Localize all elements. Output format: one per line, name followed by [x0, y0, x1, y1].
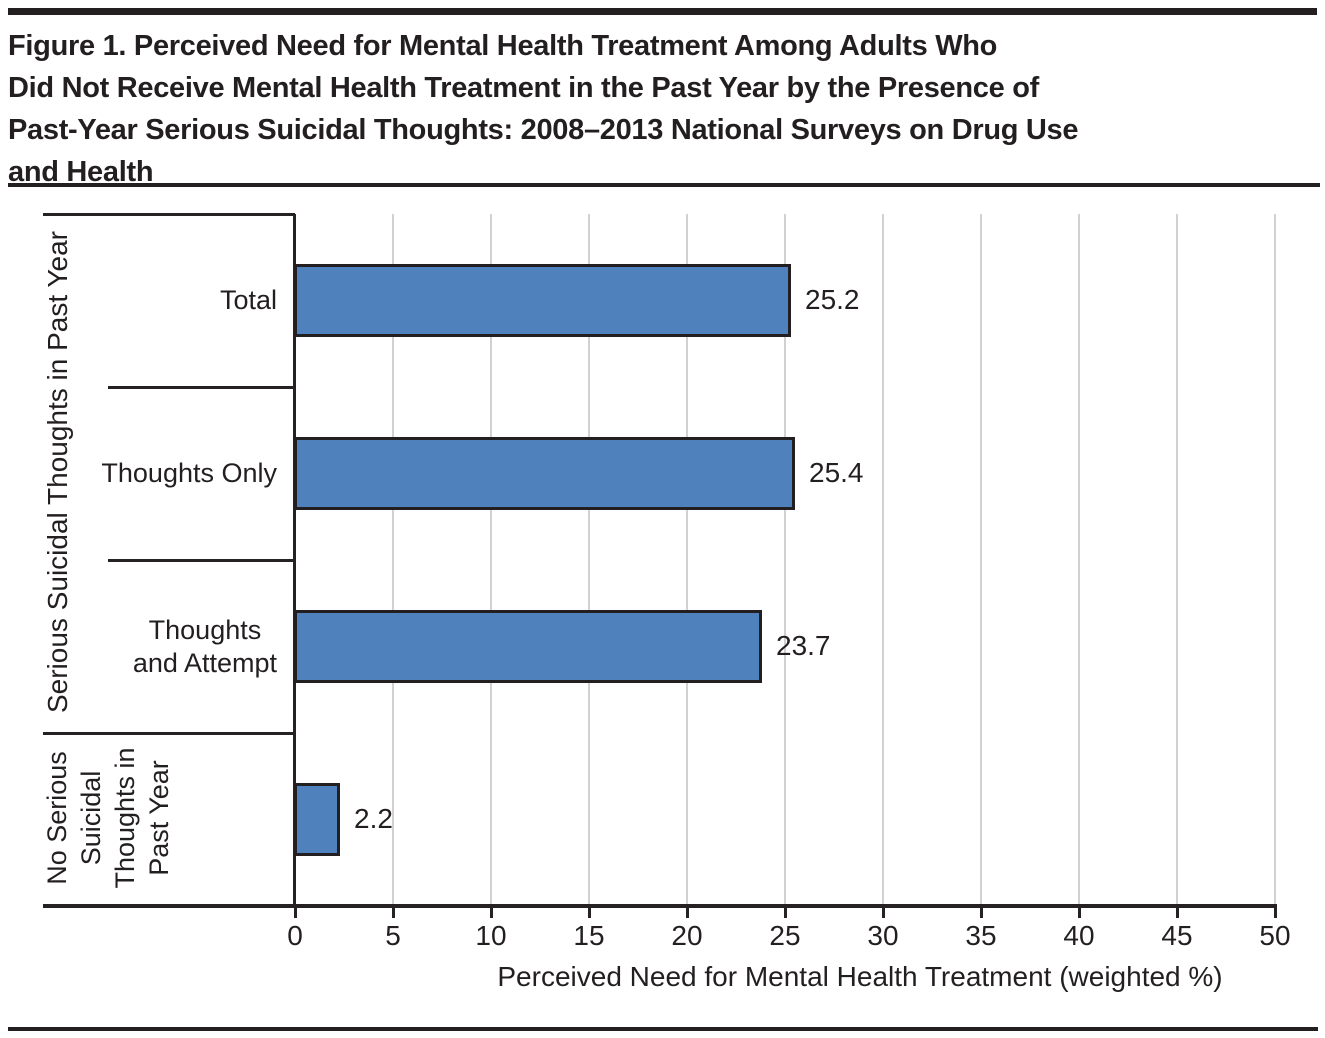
- x-tick-mark: [392, 904, 395, 918]
- x-tick-mark: [490, 904, 493, 918]
- title-line: Past-Year Serious Suicidal Thoughts: 200…: [8, 114, 1079, 146]
- title-line: and Health: [8, 156, 154, 188]
- x-tick-mark: [1274, 904, 1277, 918]
- x-tick-mark: [686, 904, 689, 918]
- x-axis-line: [43, 904, 1277, 908]
- category-label: Thoughts and Attempt: [133, 614, 277, 680]
- bar-value-label: 25.2: [805, 284, 860, 315]
- category-tick: [108, 386, 295, 389]
- x-tick-mark: [1078, 904, 1081, 918]
- gridline: [784, 214, 786, 906]
- bar[interactable]: [294, 610, 762, 683]
- x-tick-label: 45: [1161, 920, 1193, 951]
- bar[interactable]: [294, 437, 795, 510]
- x-tick-mark: [588, 904, 591, 918]
- gridline: [490, 214, 492, 906]
- x-tick-label: 35: [965, 920, 997, 951]
- bar-value-label: 2.2: [354, 803, 393, 834]
- y-group-label-line: No Serious: [42, 751, 72, 885]
- x-tick-label: 5: [385, 920, 401, 951]
- gridline: [1176, 214, 1178, 906]
- gridline: [980, 214, 982, 906]
- gridline: [392, 214, 394, 906]
- category-label: Thoughts Only: [101, 457, 277, 490]
- group-tick: [43, 213, 295, 216]
- bar[interactable]: [294, 783, 340, 856]
- x-tick-label: 25: [769, 920, 801, 951]
- x-tick-mark: [294, 904, 297, 918]
- category-label-line: and Attempt: [132, 647, 277, 678]
- x-tick-label: 40: [1063, 920, 1095, 951]
- bar-value-label: 25.4: [809, 457, 864, 488]
- category-label-line: Thoughts: [148, 614, 262, 645]
- x-tick-label: 20: [671, 920, 703, 951]
- category-tick: [108, 559, 295, 562]
- group-tick: [43, 732, 295, 735]
- x-axis-title: Perceived Need for Mental Health Treatme…: [497, 961, 1223, 992]
- y-group-label-line: Thoughts in: [110, 747, 140, 889]
- x-tick-label: 50: [1259, 920, 1291, 951]
- x-tick-mark: [882, 904, 885, 918]
- title-rule: [8, 183, 1320, 187]
- gridline: [1274, 214, 1276, 906]
- title-line: Did Not Receive Mental Health Treatment …: [8, 72, 1039, 104]
- x-tick-mark: [784, 904, 787, 918]
- title-line: Figure 1. Perceived Need for Mental Heal…: [8, 30, 998, 62]
- bar[interactable]: [294, 264, 791, 337]
- gridline: [686, 214, 688, 906]
- gridline: [588, 214, 590, 906]
- x-tick-label: 0: [287, 920, 303, 951]
- y-group-label-line: Past Year: [144, 760, 174, 876]
- bar-value-label: 23.7: [776, 630, 831, 661]
- y-group-label-line: Suicidal: [76, 770, 106, 866]
- category-label-line: Total: [219, 285, 277, 315]
- category-label-line: Thoughts Only: [101, 458, 277, 488]
- gridline: [882, 214, 884, 906]
- y-group-label-no-serious: No Serious Suicidal Thoughts in Past Year: [40, 730, 176, 906]
- x-tick-label: 10: [475, 920, 507, 951]
- category-label: Total: [220, 284, 277, 317]
- x-tick-mark: [980, 904, 983, 918]
- x-tick-label: 30: [867, 920, 899, 951]
- bottom-rule: [8, 1027, 1318, 1031]
- gridline: [1078, 214, 1080, 906]
- figure-title: Figure 1. Perceived Need for Mental Heal…: [8, 25, 1318, 193]
- y-group-label-serious: Serious Suicidal Thoughts in Past Year: [42, 231, 73, 714]
- x-tick-label: 15: [573, 920, 605, 951]
- top-rule: [8, 8, 1317, 15]
- x-tick-mark: [1176, 904, 1179, 918]
